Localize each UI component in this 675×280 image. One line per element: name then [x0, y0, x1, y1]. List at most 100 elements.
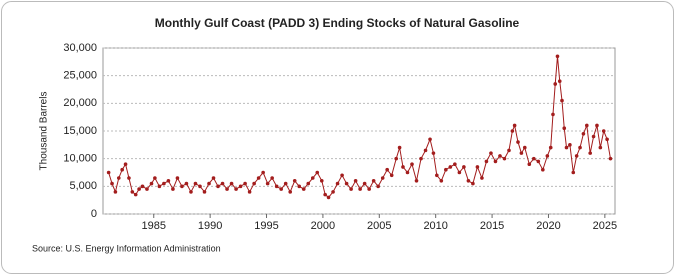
data-point [162, 181, 166, 186]
data-point [428, 137, 432, 142]
data-point [571, 170, 576, 175]
data-point [166, 179, 171, 183]
data-point [340, 173, 344, 178]
y-tick-label: 5,000 [69, 180, 97, 192]
data-point [435, 173, 439, 178]
data-point [453, 162, 457, 166]
y-axis-label: Thousand Barrels [39, 92, 50, 171]
data-point [516, 140, 520, 144]
data-point [498, 154, 502, 158]
y-tick-label: 30,000 [63, 42, 97, 54]
data-point [153, 176, 157, 180]
data-point [283, 181, 288, 186]
data-point [564, 145, 569, 150]
data-point [581, 131, 586, 136]
x-tick-label: 1990 [198, 220, 222, 232]
data-point [180, 184, 184, 189]
data-point [522, 145, 527, 150]
data-point [175, 176, 180, 180]
data-point [234, 187, 238, 191]
data-point [385, 167, 389, 172]
y-tick-label: 10,000 [63, 153, 97, 165]
data-point [548, 145, 553, 150]
data-point [466, 179, 471, 183]
data-point [130, 190, 135, 194]
data-point [184, 181, 189, 186]
x-tick-label: 2015 [480, 220, 504, 232]
data-point [448, 165, 453, 169]
data-point [323, 192, 327, 197]
data-point [414, 179, 419, 183]
data-point [292, 179, 297, 183]
data-point [608, 156, 613, 161]
y-tick-label: 25,000 [63, 70, 97, 82]
x-tick-label: 2025 [593, 220, 617, 232]
y-tick-label: 0 [91, 208, 97, 220]
data-point [145, 187, 149, 191]
data-point [551, 112, 555, 117]
data-point [326, 195, 331, 200]
data-point [419, 156, 423, 161]
data-point [553, 82, 558, 86]
data-point [562, 126, 567, 131]
data-point [149, 181, 154, 186]
data-point [557, 79, 562, 83]
data-point [507, 148, 511, 153]
data-point [288, 190, 293, 194]
data-point [252, 181, 256, 186]
data-point [595, 123, 599, 128]
data-point [220, 181, 225, 186]
x-tick-label: 2005 [367, 220, 391, 232]
data-point [367, 187, 371, 191]
data-point [207, 181, 211, 186]
data-point [198, 184, 202, 189]
data-point [335, 181, 340, 186]
data-point [568, 143, 572, 147]
data-point [444, 167, 448, 172]
data-point [189, 190, 193, 194]
x-tick-label: 2000 [311, 220, 335, 232]
data-point [270, 176, 274, 180]
data-point [301, 187, 306, 191]
data-point [116, 176, 121, 180]
data-point [265, 181, 270, 186]
data-point [319, 179, 324, 183]
x-tick-label: 2020 [536, 220, 560, 232]
data-point [362, 181, 367, 186]
chart-title: Monthly Gulf Coast (PADD 3) Ending Stock… [155, 16, 520, 30]
data-point [389, 173, 394, 178]
data-point [261, 170, 265, 175]
data-point [110, 181, 114, 186]
data-point [471, 181, 475, 186]
data-point [484, 159, 489, 164]
data-point [137, 187, 141, 191]
data-point [605, 137, 609, 142]
data-point [489, 151, 493, 155]
data-point [555, 54, 560, 59]
data-point [536, 159, 541, 164]
data-point [331, 190, 335, 194]
data-point [353, 179, 358, 183]
data-point [410, 162, 414, 166]
data-point [106, 170, 111, 175]
y-tick-label: 20,000 [63, 97, 97, 109]
data-point [344, 181, 349, 186]
data-point [229, 181, 234, 186]
data-point [578, 145, 582, 150]
data-point [297, 184, 302, 189]
data-point [113, 190, 118, 194]
data-point [475, 165, 480, 169]
source-note: Source: U.S. Energy Information Administ… [32, 243, 221, 253]
data-point [588, 151, 592, 155]
data-point [585, 123, 589, 128]
data-point [279, 187, 283, 191]
data-point [247, 190, 252, 194]
data-point [423, 148, 428, 153]
data-point [510, 129, 515, 133]
data-point [243, 181, 247, 186]
data-point [439, 179, 444, 183]
data-point [171, 187, 175, 191]
data-line [108, 56, 611, 199]
data-point [560, 98, 564, 103]
